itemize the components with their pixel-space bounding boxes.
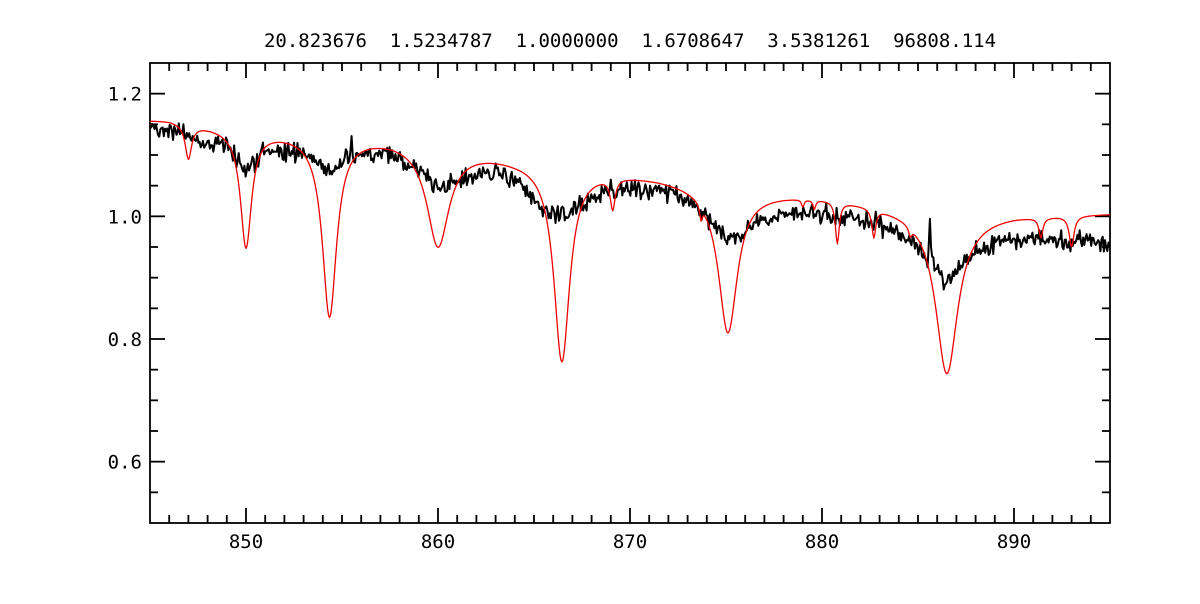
plot-box [149, 62, 1111, 524]
x-axis-tick-label: 850 [229, 531, 263, 553]
y-axis-tick-label: 1.0 [108, 206, 142, 228]
tick-labels: 850 860 870 880 890 0.6 0.8 1.0 1.2 [108, 84, 1031, 553]
data-series [150, 120, 1110, 375]
x-axis-tick-label: 890 [997, 531, 1031, 553]
plot-title: 20.823676 1.5234787 1.0000000 1.6708647 … [264, 30, 996, 52]
x-axis-tick-label: 880 [805, 531, 839, 553]
x-axis-tick-label: 860 [421, 531, 455, 553]
y-axis-tick-label: 1.2 [108, 84, 142, 106]
observed-spectrum-line [150, 122, 1110, 291]
x-axis-tick-label: 870 [613, 531, 647, 553]
y-axis-tick-label: 0.8 [108, 329, 142, 351]
y-axis-tick-label: 0.6 [108, 452, 142, 474]
axes [149, 62, 1111, 524]
model-spectrum-line [150, 120, 1110, 375]
